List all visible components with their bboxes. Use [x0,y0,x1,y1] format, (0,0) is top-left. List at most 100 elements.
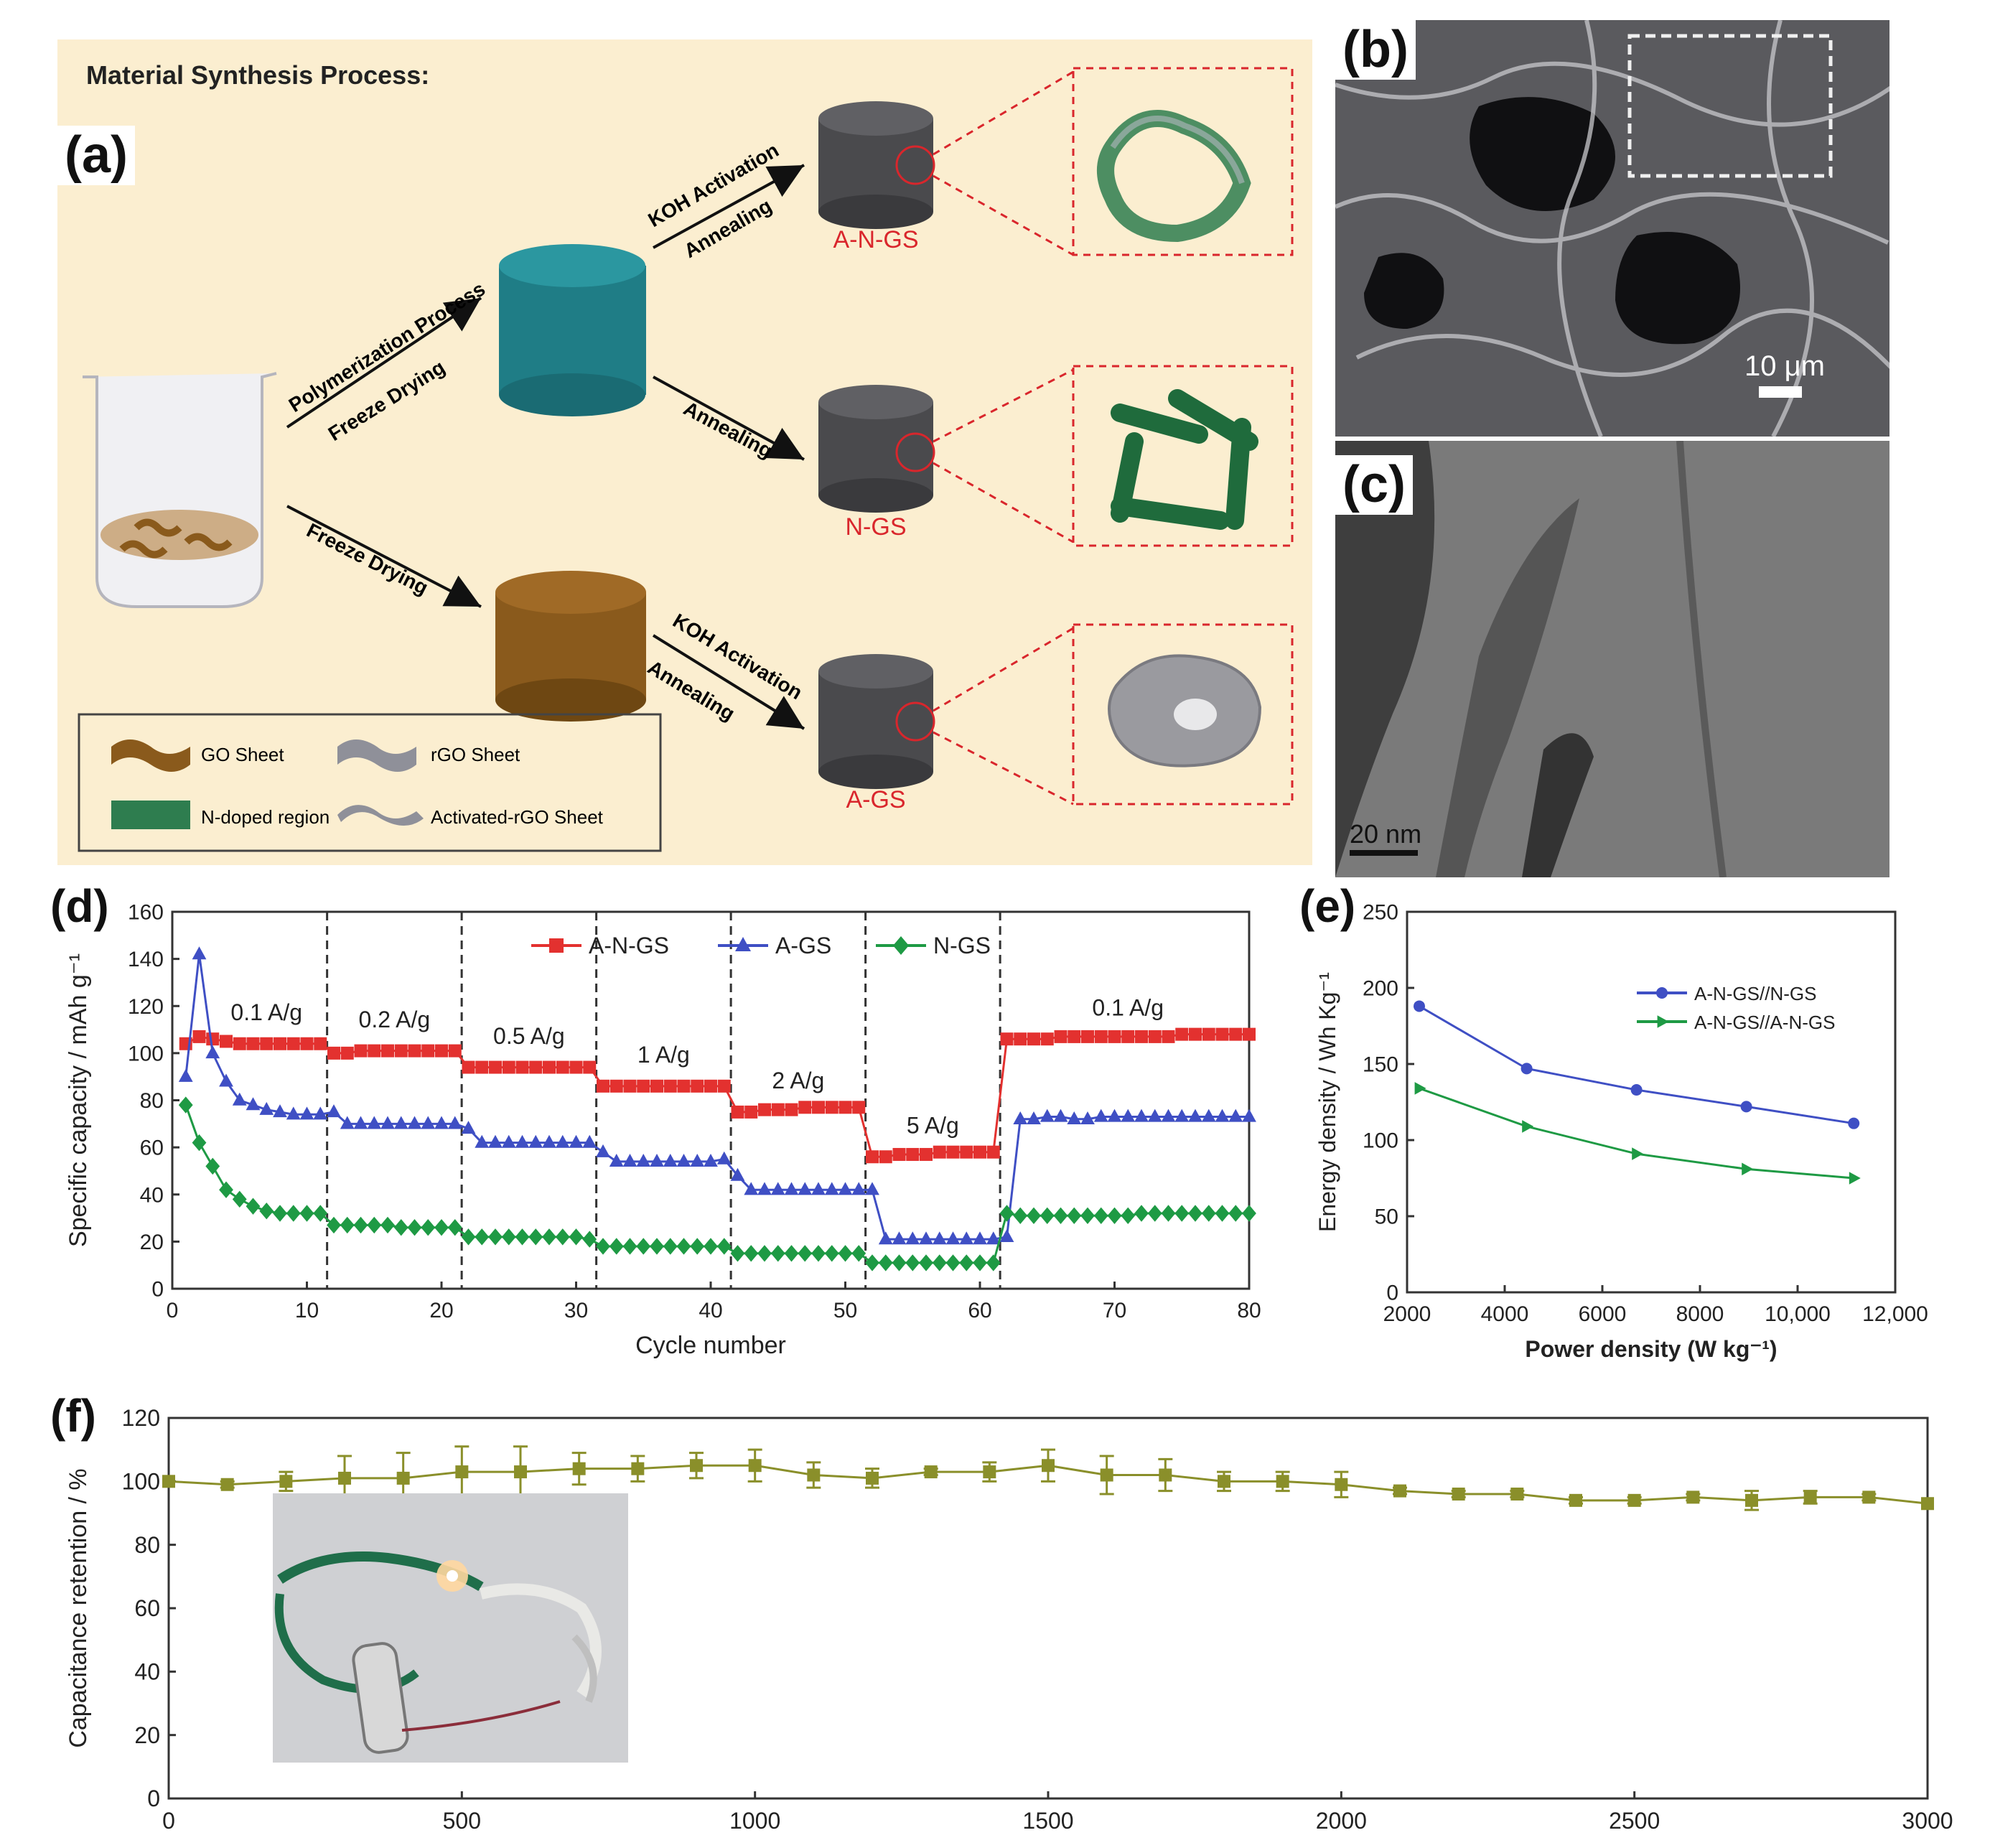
data-point [825,1101,838,1114]
data-point [1135,1030,1148,1043]
data-point [798,1245,813,1262]
data-point [1742,1162,1754,1176]
data-point [851,1245,866,1262]
data-point [353,1116,368,1129]
data-point [1161,1205,1176,1222]
x-tick-label: 12,000 [1862,1302,1928,1326]
sem-scale-bar [1759,386,1802,398]
data-point [515,1134,530,1148]
legend-go-sheet: GO Sheet [201,744,284,765]
data-point [1803,1490,1817,1504]
legend-entry: A-N-GS//N-GS [1637,983,1816,1004]
y-tick-label: 140 [128,948,164,971]
tem-scale-label: 20 nm [1350,819,1421,849]
data-point [1414,1082,1426,1095]
data-point [960,1145,973,1159]
data-point [542,1228,556,1246]
activated-rgo-sheet-icon [337,805,424,826]
data-point [785,1103,798,1116]
x-tick-label: 2500 [1609,1808,1660,1834]
data-point [556,1060,569,1074]
data-point [757,1182,772,1195]
data-point [637,1079,650,1093]
rate-label: 5 A/g [907,1112,959,1138]
x-tick-label: 10 [295,1299,319,1322]
data-point [1228,1205,1243,1222]
data-point [327,1216,341,1234]
data-point [232,1190,247,1208]
data-point [865,1254,879,1271]
data-point [1228,1109,1243,1122]
data-point [1108,1030,1121,1043]
data-point [838,1182,853,1195]
data-point [1174,1109,1190,1122]
data-point [1027,1207,1041,1224]
y-tick-label: 20 [140,1231,164,1254]
data-point [636,1154,651,1167]
data-point [380,1216,395,1234]
data-point [1027,1032,1040,1046]
legend-entry: A-N-GS//A-N-GS [1637,1012,1835,1033]
data-point [421,1218,436,1236]
zoom-box-a-n-gs [1072,67,1294,256]
data-point [475,1228,490,1246]
legend-marker [735,937,751,951]
data-point [731,1105,744,1119]
data-point [246,1097,261,1111]
data-point [824,1245,839,1262]
data-point [1080,1111,1095,1124]
data-point [1201,1205,1216,1222]
y-tick-label: 200 [1363,977,1398,1001]
legend-rgo-sheet: rGO Sheet [431,744,520,765]
data-point [394,1044,408,1058]
data-point [300,1037,314,1050]
x-tick-label: 60 [968,1299,991,1322]
data-point [475,1134,490,1148]
data-point [340,1046,354,1060]
data-point [340,1116,355,1129]
data-point [1862,1490,1876,1504]
data-point [393,1116,408,1129]
tem-image: 20 nm (c) [1335,441,1889,877]
data-point [260,1037,274,1050]
data-point [421,1116,436,1129]
data-point [838,1101,852,1114]
data-point [704,1154,718,1167]
data-point [676,1238,691,1255]
data-point [744,1182,759,1195]
data-point [1054,1030,1068,1043]
product-n-gs-icon [818,385,935,513]
rgo-sheet-icon [337,739,416,772]
data-point [597,1079,609,1093]
data-point [220,1035,233,1048]
schematic-title: Material Synthesis Process: [86,60,429,90]
data-point [461,1228,476,1246]
data-point [892,1254,907,1271]
panel-label-a: (a) [57,126,135,186]
series-a-n-gs-n-gs [1414,1000,1860,1129]
legend-marker [893,936,909,955]
data-point [1215,1205,1230,1222]
data-point [1093,1109,1108,1122]
data-point [299,1205,314,1222]
data-point [811,1245,826,1262]
data-point [1080,1207,1095,1224]
data-point [852,1101,866,1114]
data-point [1053,1207,1068,1224]
data-point [1218,1475,1230,1488]
data-point [192,1030,206,1043]
data-point [380,1116,395,1129]
data-point [1452,1488,1465,1501]
data-point [838,1245,853,1262]
data-point [650,1238,664,1255]
data-point [866,1150,879,1164]
data-point [273,1104,287,1118]
data-point [515,1060,529,1074]
synthesis-schematic: Material Synthesis Process: Polymerizati… [57,39,1312,865]
data-point [313,1205,328,1222]
data-point [879,1150,892,1164]
data-point [273,1205,287,1222]
data-point [770,1245,785,1262]
x-tick-label: 500 [443,1808,481,1834]
legend-label: A-N-GS [589,933,669,958]
